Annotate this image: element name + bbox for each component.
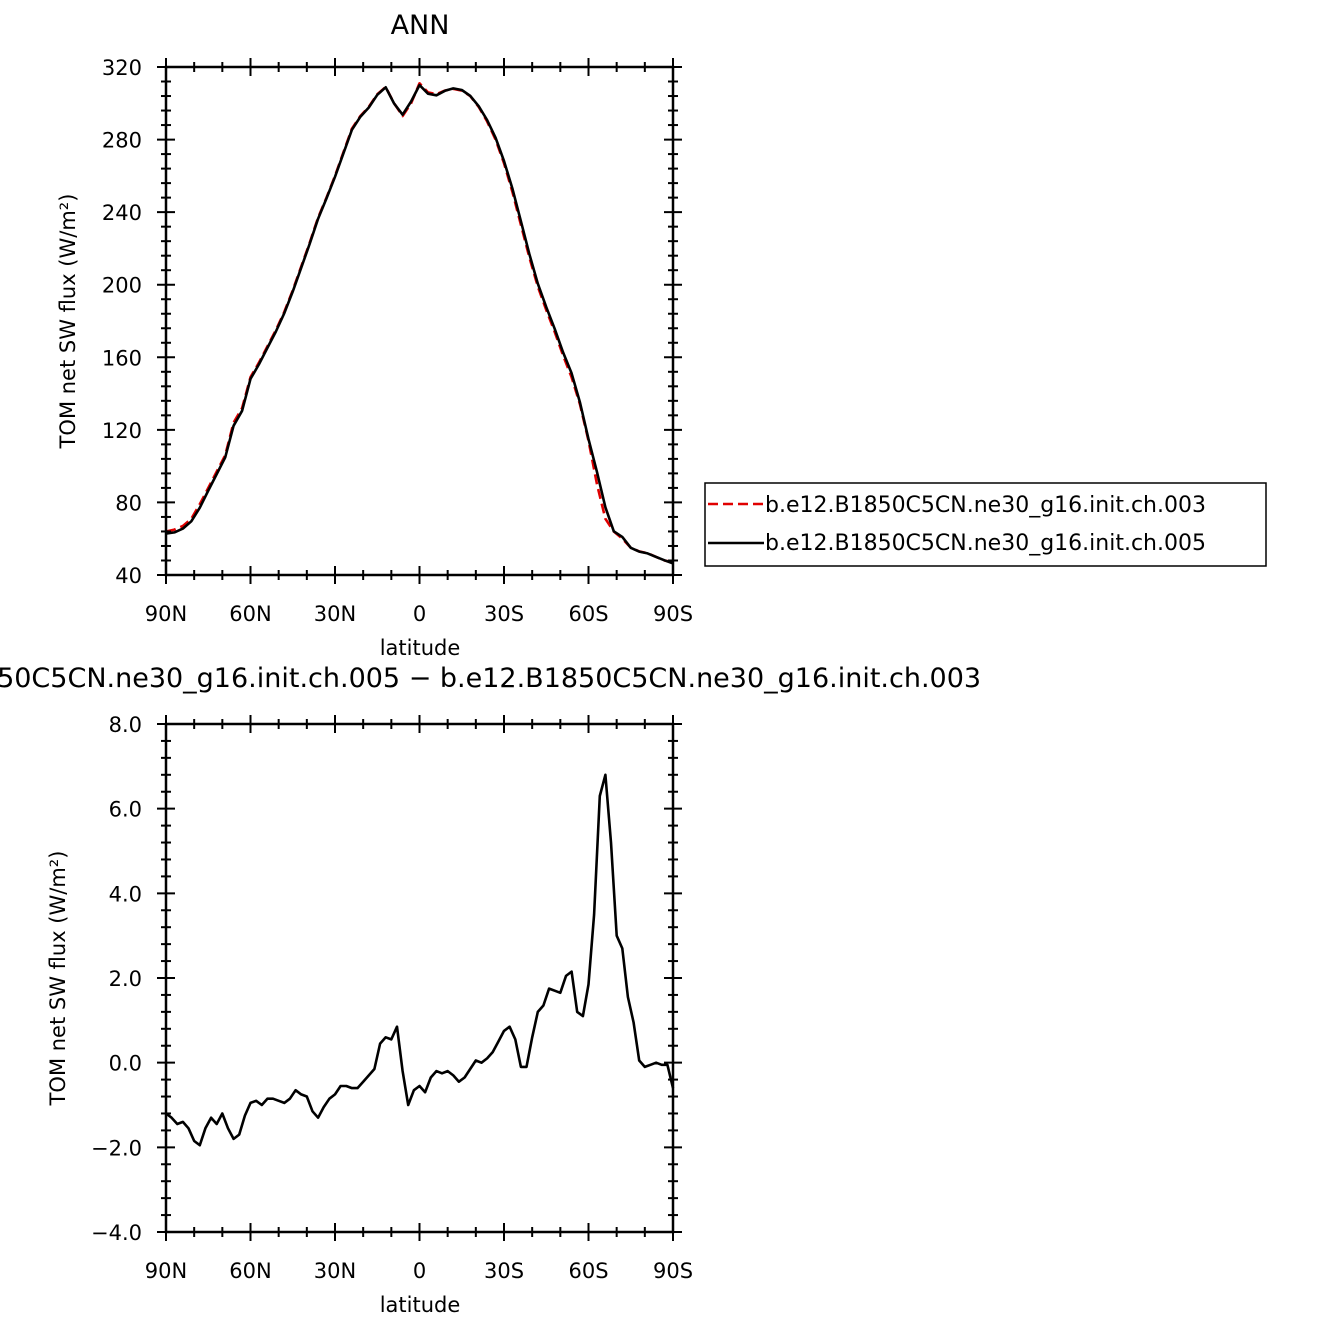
top-chart-title: ANN: [391, 10, 450, 41]
top-xtick-label: 30N: [314, 602, 356, 626]
legend-label-series-1: b.e12.B1850C5CN.ne30_g16.init.ch.003: [765, 493, 1206, 518]
top-plot-frame: [164, 65, 675, 577]
bottom-series-group: [165, 773, 675, 1147]
bottom-xtick-label: 30N: [314, 1259, 356, 1283]
bottom-ytick-label: 0.0: [109, 1052, 142, 1076]
bottom-xtick-label: 90N: [145, 1259, 187, 1283]
bottom-ytick-label: 4.0: [109, 882, 142, 906]
bottom-xtick-label: 30S: [484, 1259, 524, 1283]
bottom-y-axis-label: TOM net SW flux (W/m²): [46, 851, 70, 1107]
legend: b.e12.B1850C5CN.ne30_g16.init.ch.003 b.e…: [704, 482, 1267, 567]
top-xtick-label: 60S: [568, 602, 608, 626]
top-x-tick-labels: 90N 60N 30N 0 30S 60S 90S: [145, 602, 693, 626]
top-x-axis-label: latitude: [380, 636, 461, 660]
bottom-ytick-label: 2.0: [109, 967, 142, 991]
top-y-axis-label: TOM net SW flux (W/m²): [56, 194, 80, 450]
top-ytick-label: 40: [115, 564, 142, 588]
bottom-plot-frame: [164, 722, 675, 1234]
top-series-line-2: [165, 83, 674, 565]
bottom-xtick-label: 60S: [568, 1259, 608, 1283]
top-xtick-label: 90S: [653, 602, 693, 626]
top-series-group: [165, 82, 674, 565]
bottom-x-tick-labels: 90N 60N 30N 0 30S 60S 90S: [145, 1259, 693, 1283]
bottom-x-axis-label: latitude: [380, 1293, 461, 1317]
top-xtick-label: 60N: [229, 602, 271, 626]
top-ytick-label: 200: [102, 274, 142, 298]
bottom-xtick-label: 60N: [229, 1259, 271, 1283]
bottom-ytick-label: 6.0: [109, 798, 142, 822]
bottom-panel: b.e12.B1850C5CN.ne30_g16.init.ch.005 − b…: [0, 663, 981, 1317]
top-y-tick-labels: 40 80 120 160 200 240 280 320: [102, 56, 142, 588]
top-xtick-label: 90N: [145, 602, 187, 626]
top-ytick-label: 160: [102, 346, 142, 370]
bottom-ytick-label: 8.0: [109, 713, 142, 737]
top-series-line-1: [165, 82, 674, 564]
bottom-axis-ticks: [157, 715, 682, 1241]
top-panel: ANN 40 80 120 160 200 240 280 320 90N 60N 30N 0 30S…: [56, 10, 693, 660]
legend-box: [704, 482, 1267, 567]
top-ytick-label: 120: [102, 419, 142, 443]
top-xtick-label: 0: [413, 602, 426, 626]
bottom-xtick-label: 90S: [653, 1259, 693, 1283]
top-ytick-label: 320: [102, 56, 142, 80]
legend-label-series-2: b.e12.B1850C5CN.ne30_g16.init.ch.005: [765, 531, 1206, 556]
top-ytick-label: 280: [102, 129, 142, 153]
top-xtick-label: 30S: [484, 602, 524, 626]
bottom-chart-title: b.e12.B1850C5CN.ne30_g16.init.ch.005 − b…: [0, 663, 981, 694]
top-ytick-label: 80: [115, 491, 142, 515]
bottom-series-line-1: [165, 773, 675, 1147]
bottom-ytick-label: −4.0: [91, 1221, 142, 1245]
bottom-ytick-label: −2.0: [91, 1136, 142, 1160]
bottom-xtick-label: 0: [413, 1259, 426, 1283]
top-axis-ticks: [157, 58, 682, 584]
top-ytick-label: 240: [102, 201, 142, 225]
bottom-y-tick-labels: −4.0 −2.0 0.0 2.0 4.0 6.0 8.0: [91, 713, 142, 1245]
